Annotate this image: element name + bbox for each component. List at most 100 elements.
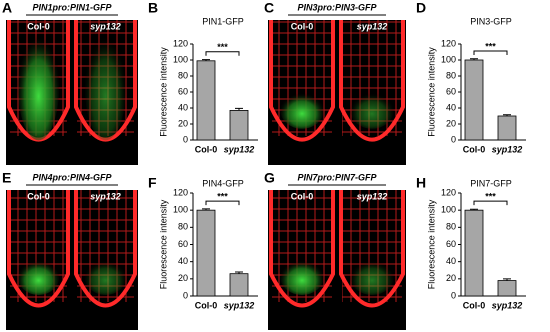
root-tip [269, 20, 335, 142]
micrograph [7, 20, 70, 142]
genotype-label: syp132 [357, 21, 388, 31]
genotype-label: Col-0 [291, 191, 314, 201]
chart-title: PIN4-GFP [202, 178, 244, 188]
micrograph [339, 190, 405, 308]
error-bar [503, 278, 511, 281]
y-tick-label: 0 [451, 290, 456, 300]
genotype-label: Col-0 [27, 191, 50, 201]
y-tick-label: 40 [178, 256, 188, 266]
y-tick-label: 60 [446, 239, 456, 249]
x-tick-label: Col-0 [195, 300, 218, 310]
y-tick-label: 80 [178, 70, 188, 80]
significance-bracket [473, 50, 508, 55]
y-axis-label: Fluorescence intensity [426, 47, 436, 137]
error-bar [202, 59, 210, 61]
bar [229, 273, 249, 297]
gfp-signal [350, 258, 394, 295]
y-tick-label: 60 [178, 239, 188, 249]
y-tick-label: 80 [446, 70, 456, 80]
x-tick-label: syp132 [492, 300, 523, 310]
micrograph [269, 190, 335, 308]
genotype-label: syp132 [357, 191, 388, 201]
y-tick-label: 60 [178, 86, 188, 96]
significance-bracket [205, 51, 240, 56]
x-tick-label: Col-0 [195, 144, 218, 154]
error-bar [202, 208, 210, 211]
bar [196, 209, 216, 297]
y-axis-label: Fluorescence intensity [158, 47, 168, 137]
significance: *** [217, 42, 228, 52]
genotype-label: Col-0 [291, 21, 314, 31]
construct-label: PIN4pro:PIN4-GFP [32, 172, 112, 182]
y-tick-label: 0 [451, 134, 456, 144]
y-tick-label: 100 [441, 54, 456, 64]
gfp-signal [84, 30, 127, 141]
micrograph [74, 20, 137, 142]
y-tick-label: 20 [178, 118, 188, 128]
gfp-signal [84, 258, 127, 295]
y-axis-label: Fluorescence intensity [426, 199, 436, 289]
genotype-label: syp132 [90, 21, 121, 31]
panel-label: H [416, 175, 426, 191]
panel-label: D [416, 0, 426, 16]
panel-label: C [264, 0, 274, 16]
error-bar [470, 58, 478, 60]
error-bar [235, 271, 243, 274]
y-tick-label: 40 [446, 256, 456, 266]
construct-label: PIN1pro:PIN1-GFP [32, 2, 112, 12]
y-tick-label: 80 [178, 222, 188, 232]
bar [229, 110, 249, 141]
error-bar [235, 107, 243, 111]
bar [497, 280, 517, 297]
x-tick-label: Col-0 [463, 144, 486, 154]
bar [196, 60, 216, 141]
panel-label: G [264, 170, 275, 186]
genotype-label: Col-0 [27, 21, 50, 31]
y-tick-label: 20 [178, 273, 188, 283]
panel-label: F [148, 175, 157, 191]
micrograph [339, 20, 405, 142]
root-tip [339, 20, 405, 142]
significance: *** [217, 192, 228, 202]
bar [464, 59, 484, 141]
construct-label: PIN7pro:PIN7-GFP [297, 172, 377, 182]
root-tip [339, 190, 405, 308]
construct-label: PIN3pro:PIN3-GFP [297, 2, 377, 12]
micrograph [74, 190, 137, 308]
error-bar [470, 208, 478, 211]
y-tick-label: 60 [446, 86, 456, 96]
significance: *** [485, 192, 496, 202]
gfp-signal [17, 258, 60, 295]
error-bar [503, 114, 511, 116]
bar [464, 209, 484, 297]
y-tick-label: 20 [446, 273, 456, 283]
x-tick-label: syp132 [224, 300, 255, 310]
gfp-signal [350, 91, 394, 129]
gfp-signal [17, 30, 60, 141]
chart-title: PIN7-GFP [470, 178, 512, 188]
x-tick-label: syp132 [224, 144, 255, 154]
y-tick-label: 100 [173, 54, 188, 64]
y-tick-label: 100 [173, 205, 188, 215]
gfp-signal [280, 91, 324, 129]
significance-bracket [473, 200, 508, 206]
y-tick-label: 100 [441, 205, 456, 215]
x-tick-label: Col-0 [463, 300, 486, 310]
panel-label: A [2, 0, 12, 16]
root-tip [7, 190, 70, 308]
y-tick-label: 120 [173, 38, 188, 48]
y-tick-label: 120 [441, 38, 456, 48]
micrograph [269, 20, 335, 142]
root-tip [269, 190, 335, 308]
y-tick-label: 120 [173, 187, 188, 197]
micrograph [7, 190, 70, 308]
y-tick-label: 40 [446, 102, 456, 112]
y-tick-label: 120 [441, 187, 456, 197]
y-axis-label: Fluorescence intensity [158, 199, 168, 289]
y-tick-label: 0 [183, 290, 188, 300]
significance: *** [485, 41, 496, 51]
y-tick-label: 40 [178, 102, 188, 112]
chart-title: PIN1-GFP [202, 16, 244, 26]
x-tick-label: syp132 [492, 144, 523, 154]
